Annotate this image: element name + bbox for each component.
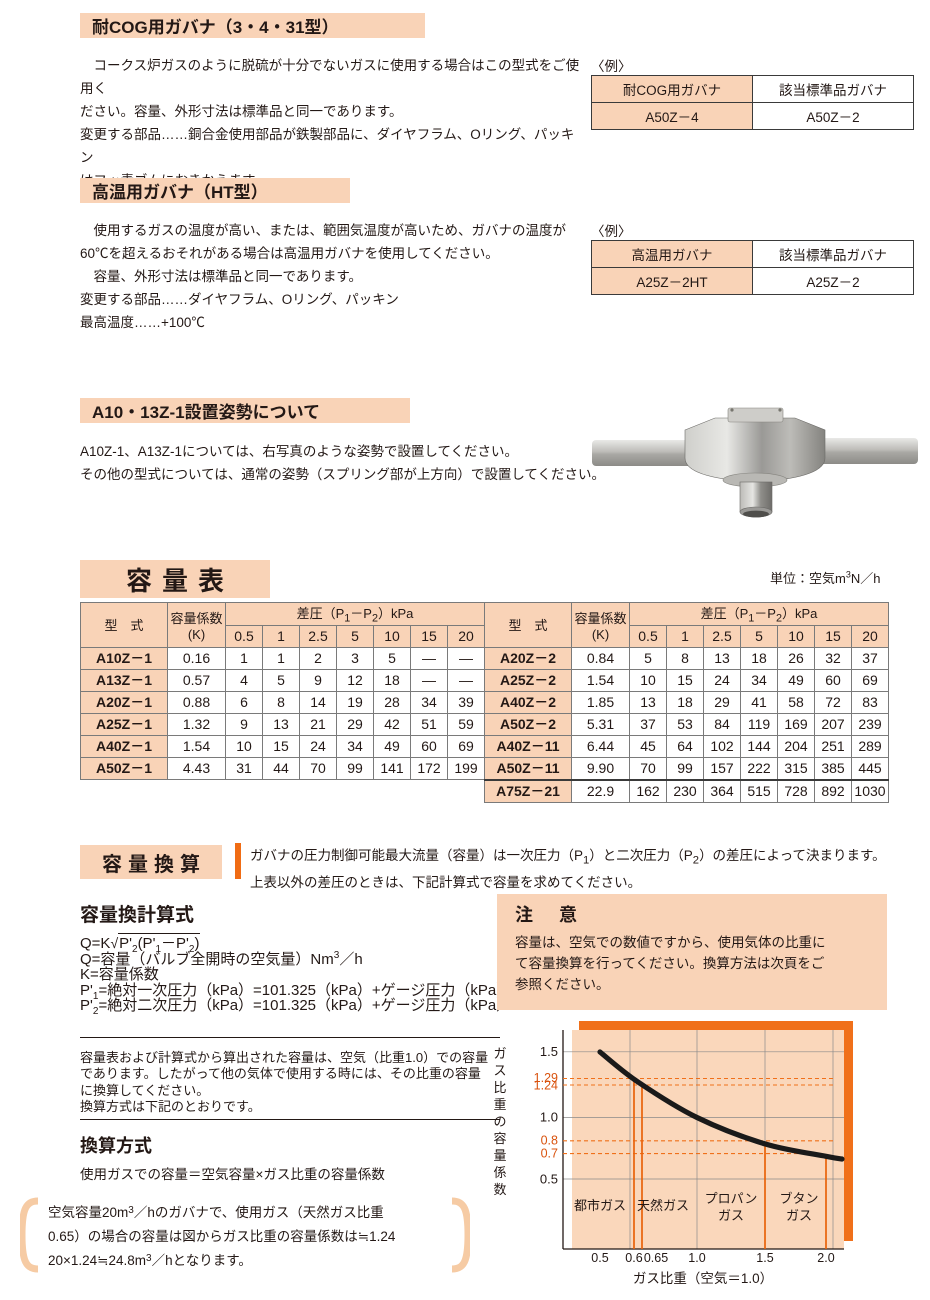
svg-text:ガス: ガス — [718, 1208, 744, 1223]
svg-text:空気容量20m3／hのガバナで、使用ガス（天然ガス比重: 空気容量20m3／hのガバナで、使用ガス（天然ガス比重 — [48, 1204, 384, 1220]
svg-text:量: 量 — [493, 1148, 506, 1163]
svg-text:1.5: 1.5 — [540, 1044, 558, 1059]
svg-text:ス: ス — [493, 1063, 506, 1078]
svg-text:都市ガス: 都市ガス — [574, 1198, 626, 1213]
svg-text:0.6: 0.6 — [625, 1251, 642, 1265]
svg-text:数: 数 — [493, 1182, 506, 1197]
svg-text:天然ガス: 天然ガス — [637, 1198, 689, 1213]
svg-text:プロパン: プロパン — [705, 1191, 758, 1206]
svg-text:0.5: 0.5 — [591, 1251, 608, 1265]
svg-text:容: 容 — [493, 1131, 506, 1146]
svg-text:重: 重 — [493, 1097, 506, 1112]
svg-text:20×1.24≒24.8m3／hとなります。: 20×1.24≒24.8m3／hとなります。 — [48, 1253, 252, 1268]
svg-text:1.5: 1.5 — [756, 1251, 773, 1265]
svg-text:1.0: 1.0 — [688, 1251, 705, 1265]
svg-text:1.0: 1.0 — [540, 1110, 558, 1125]
svg-text:比: 比 — [493, 1080, 506, 1095]
svg-text:2.0: 2.0 — [817, 1251, 834, 1265]
svg-text:の: の — [493, 1114, 506, 1129]
svg-text:0.65: 0.65 — [644, 1251, 668, 1265]
svg-text:0.65）の場合の容量は図からガス比重の容量係数は≒1.24: 0.65）の場合の容量は図からガス比重の容量係数は≒1.24 — [48, 1228, 396, 1244]
svg-text:係: 係 — [493, 1165, 506, 1180]
svg-text:ブタン: ブタン — [779, 1191, 818, 1206]
svg-text:ガス比重（空気＝1.0）: ガス比重（空気＝1.0） — [633, 1271, 773, 1286]
svg-text:0.5: 0.5 — [540, 1172, 558, 1187]
svg-text:ガス: ガス — [786, 1208, 812, 1223]
svg-text:ガ: ガ — [493, 1046, 506, 1061]
svg-text:0.7: 0.7 — [541, 1146, 558, 1160]
svg-text:1.24: 1.24 — [534, 1079, 558, 1093]
